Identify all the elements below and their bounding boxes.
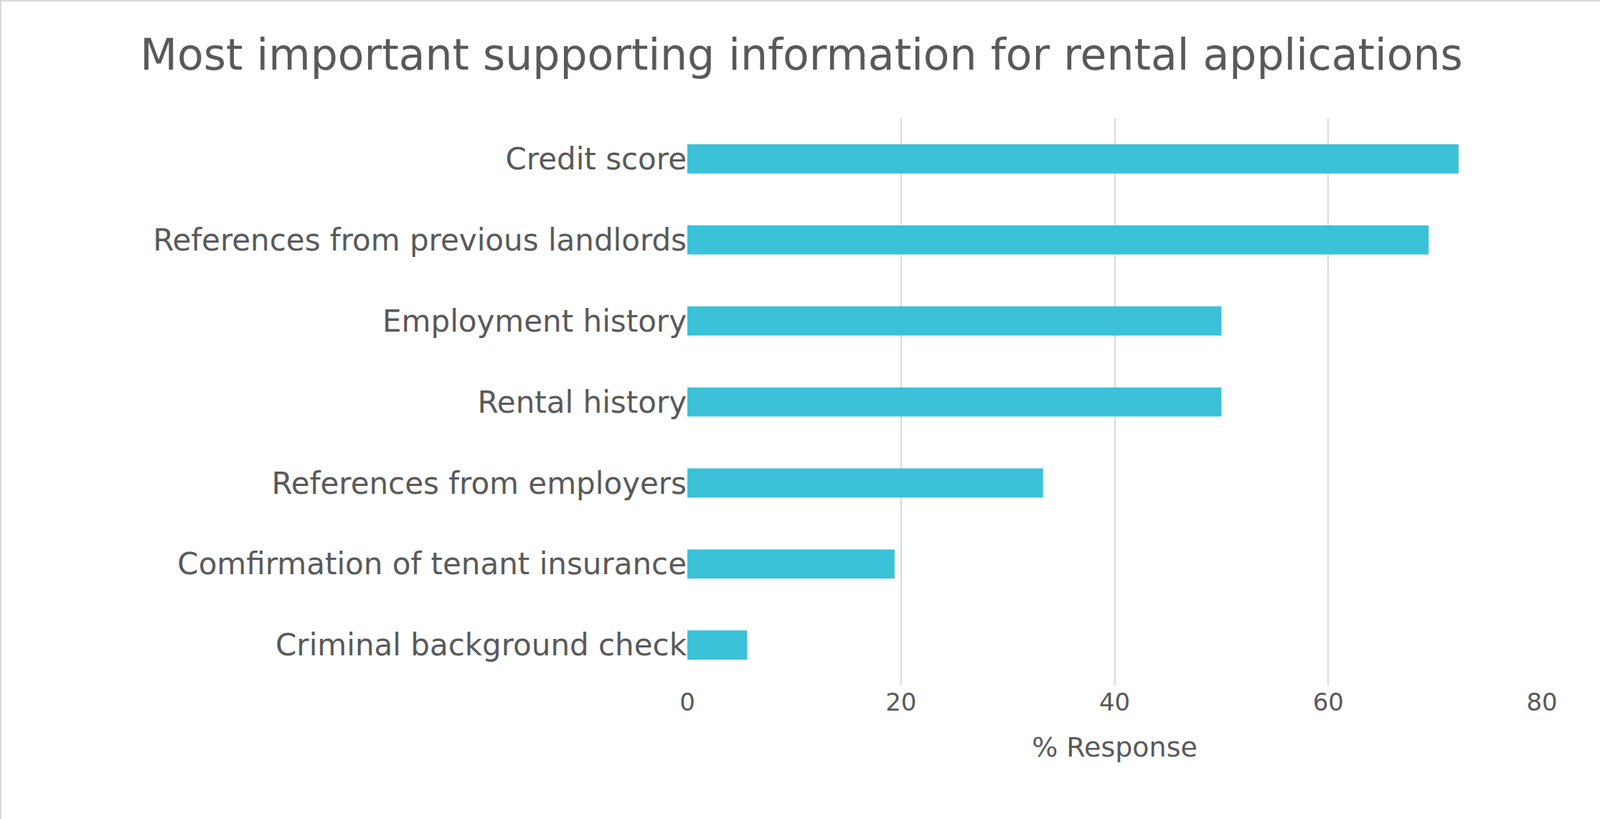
svg-text:20: 20 [885, 687, 917, 717]
svg-text:0: 0 [679, 687, 696, 717]
svg-text:40: 40 [1099, 687, 1131, 717]
svg-text:Criminal background check: Criminal background check [275, 627, 688, 663]
svg-text:Most important supporting info: Most important supporting information fo… [139, 29, 1463, 80]
svg-text:80: 80 [1526, 687, 1557, 717]
svg-text:References from previous landl: References from previous landlords [152, 222, 687, 258]
svg-text:% Response: % Response [1031, 731, 1198, 763]
svg-text:Credit score: Credit score [505, 141, 687, 177]
svg-text:References from employers: References from employers [271, 465, 687, 501]
svg-text:Comfirmation of tenant insuran: Comfirmation of tenant insurance [177, 546, 687, 582]
svg-text:Rental history: Rental history [477, 384, 687, 420]
svg-text:Employment history: Employment history [382, 303, 687, 339]
svg-text:60: 60 [1313, 687, 1344, 717]
